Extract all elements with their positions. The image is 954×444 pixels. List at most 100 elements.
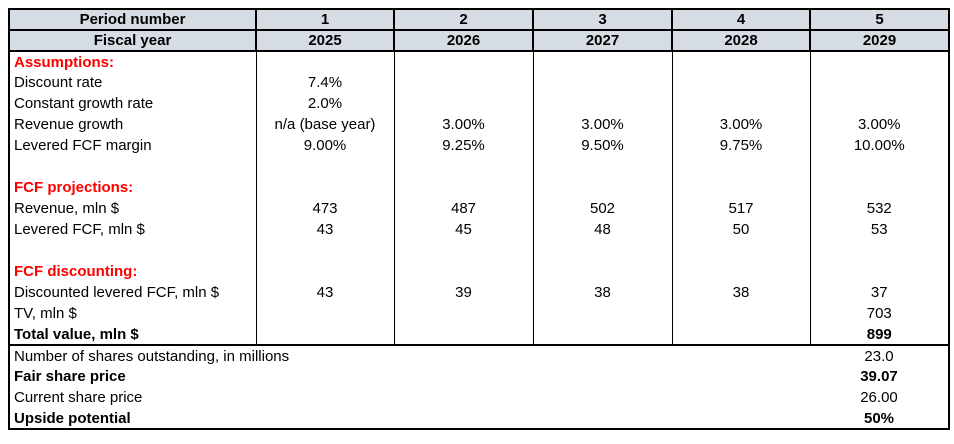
cell-empty[interactable]	[393, 261, 534, 282]
cell-empty[interactable]	[532, 72, 673, 93]
discounted-levered-fcf-value-3[interactable]: 38	[532, 282, 673, 303]
revenue-value-5[interactable]: 532	[809, 198, 950, 219]
cell-empty[interactable]	[671, 324, 811, 346]
fiscal-year-cell-2027[interactable]: 2027	[532, 29, 673, 52]
period-number-header-cell[interactable]: Period number	[8, 8, 257, 31]
levered-fcf-value-4[interactable]: 50	[671, 219, 811, 240]
cell-empty[interactable]	[671, 240, 811, 261]
levered-fcf-margin-value-4[interactable]: 9.75%	[671, 135, 811, 156]
cell-empty[interactable]	[532, 93, 673, 114]
assumptions-section-label[interactable]: Assumptions:	[14, 53, 115, 71]
total-value-value[interactable]: 899	[809, 324, 950, 346]
period-cell-5[interactable]: 5	[809, 8, 950, 31]
fiscal-year-cell-2025[interactable]: 2025	[255, 29, 395, 52]
levered-fcf-value-2[interactable]: 45	[393, 219, 534, 240]
fcf-discounting-section-label[interactable]: FCF discounting:	[14, 263, 138, 280]
current-share-price-label[interactable]: Current share price	[14, 389, 143, 406]
cell-empty[interactable]	[255, 240, 395, 261]
cell-empty[interactable]	[255, 261, 395, 282]
cell-empty[interactable]	[255, 303, 395, 324]
constant-growth-rate-label[interactable]: Constant growth rate	[14, 95, 154, 112]
revenue-value-1[interactable]: 473	[255, 198, 395, 219]
cell-empty[interactable]	[671, 156, 811, 177]
cell-empty[interactable]	[532, 261, 673, 282]
cell-empty[interactable]	[255, 156, 395, 177]
revenue-growth-value-2[interactable]: 3.00%	[393, 114, 534, 135]
cell-empty[interactable]	[809, 240, 950, 261]
fiscal-year-cell-2029[interactable]: 2029	[809, 29, 950, 52]
tv-label[interactable]: TV, mln $	[14, 305, 77, 322]
cell-empty[interactable]	[393, 72, 534, 93]
discounted-levered-fcf-label[interactable]: Discounted levered FCF, mln $	[14, 284, 220, 301]
cell-empty[interactable]	[809, 156, 950, 177]
cell-empty[interactable]	[255, 51, 395, 72]
fair-share-price-label[interactable]: Fair share price	[14, 368, 126, 385]
shares-outstanding-value[interactable]: 23.0	[864, 347, 894, 365]
fcf-projections-section-label[interactable]: FCF projections:	[14, 179, 134, 196]
levered-fcf-margin-value-5[interactable]: 10.00%	[809, 135, 950, 156]
cell-empty[interactable]	[532, 51, 673, 72]
cell-empty[interactable]	[393, 324, 534, 346]
cell-empty[interactable]	[671, 177, 811, 198]
revenue-growth-label[interactable]: Revenue growth	[14, 116, 124, 133]
discounted-levered-fcf-value-2[interactable]: 39	[393, 282, 534, 303]
cell-empty[interactable]	[671, 261, 811, 282]
discount-rate-value[interactable]: 7.4%	[255, 72, 395, 93]
period-cell-4[interactable]: 4	[671, 8, 811, 31]
revenue-value-2[interactable]: 487	[393, 198, 534, 219]
levered-fcf-value-5[interactable]: 53	[809, 219, 950, 240]
discounted-levered-fcf-value-1[interactable]: 43	[255, 282, 395, 303]
cell-empty[interactable]	[671, 72, 811, 93]
cell-empty[interactable]	[9, 240, 256, 261]
discounted-levered-fcf-value-5[interactable]: 37	[809, 282, 950, 303]
cell-empty[interactable]	[255, 177, 395, 198]
constant-growth-rate-value[interactable]: 2.0%	[255, 93, 395, 114]
tv-value[interactable]: 703	[809, 303, 950, 324]
levered-fcf-margin-label[interactable]: Levered FCF margin	[14, 137, 152, 154]
cell-empty[interactable]	[532, 324, 673, 346]
period-cell-1[interactable]: 1	[255, 8, 395, 31]
cell-empty[interactable]	[671, 303, 811, 324]
levered-fcf-value-1[interactable]: 43	[255, 219, 395, 240]
total-value-label[interactable]: Total value, mln $	[9, 324, 256, 346]
cell-empty[interactable]	[393, 93, 534, 114]
revenue-value-4[interactable]: 517	[671, 198, 811, 219]
cell-empty[interactable]	[393, 303, 534, 324]
revenue-growth-value-1[interactable]: n/a (base year)	[255, 114, 395, 135]
period-cell-3[interactable]: 3	[532, 8, 673, 31]
cell-empty[interactable]	[532, 303, 673, 324]
levered-fcf-margin-value-2[interactable]: 9.25%	[393, 135, 534, 156]
revenue-label[interactable]: Revenue, mln $	[14, 200, 120, 217]
current-share-price-value[interactable]: 26.00	[860, 389, 898, 406]
cell-empty[interactable]	[809, 261, 950, 282]
fiscal-year-cell-2026[interactable]: 2026	[393, 29, 534, 52]
revenue-growth-value-5[interactable]: 3.00%	[809, 114, 950, 135]
cell-empty[interactable]	[671, 51, 811, 72]
levered-fcf-margin-value-1[interactable]: 9.00%	[255, 135, 395, 156]
levered-fcf-label[interactable]: Levered FCF, mln $	[14, 221, 145, 238]
levered-fcf-margin-value-3[interactable]: 9.50%	[532, 135, 673, 156]
cell-empty[interactable]	[809, 72, 950, 93]
discount-rate-label[interactable]: Discount rate	[14, 74, 103, 91]
levered-fcf-value-3[interactable]: 48	[532, 219, 673, 240]
cell-empty[interactable]	[9, 156, 256, 177]
fiscal-year-header-cell[interactable]: Fiscal year	[8, 29, 257, 52]
cell-empty[interactable]	[393, 51, 534, 72]
fair-share-price-value[interactable]: 39.07	[860, 368, 898, 385]
shares-outstanding-label[interactable]: Number of shares outstanding, in million…	[14, 347, 290, 365]
revenue-growth-value-4[interactable]: 3.00%	[671, 114, 811, 135]
fiscal-year-cell-2028[interactable]: 2028	[671, 29, 811, 52]
cell-empty[interactable]	[393, 240, 534, 261]
cell-empty[interactable]	[532, 177, 673, 198]
cell-empty[interactable]	[809, 51, 950, 72]
upside-potential-label[interactable]: Upside potential	[14, 409, 131, 427]
discounted-levered-fcf-value-4[interactable]: 38	[671, 282, 811, 303]
cell-empty[interactable]	[532, 240, 673, 261]
revenue-value-3[interactable]: 502	[532, 198, 673, 219]
period-cell-2[interactable]: 2	[393, 8, 534, 31]
cell-empty[interactable]	[393, 177, 534, 198]
revenue-growth-value-3[interactable]: 3.00%	[532, 114, 673, 135]
cell-empty[interactable]	[255, 324, 395, 346]
cell-empty[interactable]	[393, 156, 534, 177]
upside-potential-value[interactable]: 50%	[863, 409, 895, 427]
